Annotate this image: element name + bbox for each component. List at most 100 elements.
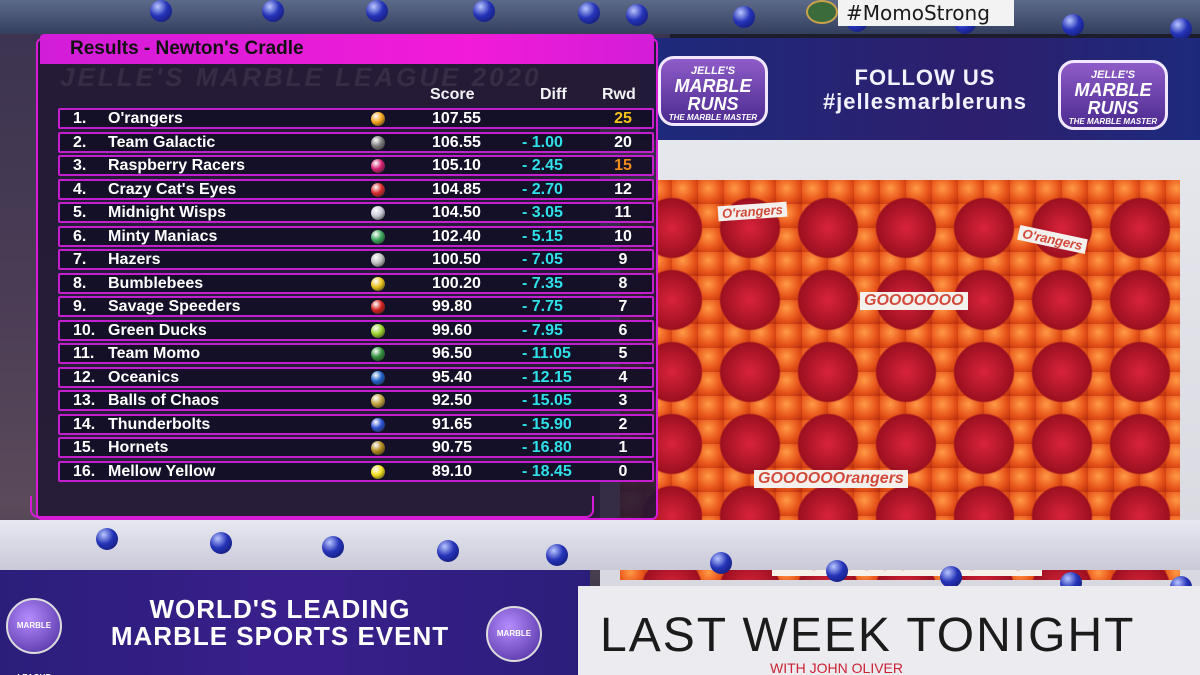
team-marble-icon [371, 206, 385, 220]
team-badge-icon [806, 0, 838, 24]
panel-watermark: JELLE'S MARBLE LEAGUE 2020 [60, 62, 542, 92]
team-name: Team Galactic [108, 133, 216, 151]
header-diff: Diff [540, 86, 567, 103]
score-cell: 92.50 [432, 392, 473, 409]
reward-cell: 8 [618, 274, 628, 292]
reward-cell: 12 [614, 180, 632, 198]
blue-marble [546, 544, 568, 566]
table-row: 10. Green Ducks 99.60 - 7.95 6 [58, 319, 654, 341]
team-marble-icon [371, 182, 385, 197]
blue-marble [322, 536, 344, 558]
jelles-marble-runs-logo: JELLE'S MARBLE RUNS THE MARBLE MASTER [1058, 60, 1168, 130]
rank-cell: 13. [73, 392, 96, 409]
panel-bottom-frame [30, 496, 594, 518]
diff-cell: - 2.70 [522, 180, 563, 198]
team-name: Midnight Wisps [108, 204, 227, 221]
blue-marble [210, 532, 232, 554]
table-row: 1. O'rangers 107.55 25 [58, 108, 654, 129]
reward-cell: 10 [614, 227, 632, 245]
blue-marble [826, 560, 848, 582]
blue-marble [96, 528, 118, 550]
lwt-banner [578, 586, 1200, 675]
table-row: 9. Savage Speeders 99.80 - 7.75 7 [58, 296, 654, 317]
marble-league-logo: MARBLE LEAGUE [6, 598, 62, 675]
reward-cell: 0 [618, 462, 628, 480]
rank-cell: 1. [73, 110, 87, 127]
blue-marble [262, 0, 284, 22]
rank-cell: 7. [73, 251, 87, 268]
team-marble-icon [371, 441, 385, 455]
score-cell: 100.50 [432, 251, 481, 268]
team-marble-icon [371, 347, 385, 361]
reward-cell: 7 [618, 298, 628, 315]
team-marble-icon [371, 135, 385, 150]
team-name: O'rangers [108, 110, 183, 127]
follow-title: FOLLOW US [854, 65, 996, 90]
table-row: 5. Midnight Wisps 104.50 - 3.05 11 [58, 202, 654, 223]
score-cell: 89.10 [432, 462, 473, 480]
reward-cell: 3 [618, 392, 628, 409]
diff-cell: - 12.15 [522, 368, 572, 386]
score-cell: 95.40 [432, 368, 473, 386]
table-row: 13. Balls of Chaos 92.50 - 15.05 3 [58, 390, 654, 411]
table-row: 7. Hazers 100.50 - 7.05 9 [58, 249, 654, 270]
table-row: 4. Crazy Cat's Eyes 104.85 - 2.70 12 [58, 178, 654, 200]
diff-cell: - 2.45 [522, 157, 563, 174]
team-marble-icon [371, 394, 385, 408]
table-row: 14. Thunderbolts 91.65 - 15.90 2 [58, 413, 654, 435]
rank-cell: 16. [73, 462, 96, 480]
diff-cell: - 11.05 [522, 345, 571, 362]
diff-cell: - 1.00 [522, 133, 563, 151]
reward-cell: 6 [618, 321, 628, 339]
reward-cell: 4 [618, 368, 628, 386]
blue-marble [626, 4, 648, 26]
team-name: Oceanics [108, 368, 180, 386]
rank-cell: 5. [73, 204, 87, 221]
marble-league-logo: MARBLE LEAGUE [486, 606, 542, 662]
team-marble-icon [371, 417, 385, 432]
blue-marble [1170, 18, 1192, 40]
team-name: Minty Maniacs [108, 227, 218, 245]
reward-cell: 20 [614, 133, 632, 151]
leading-event-text: WORLD'S LEADING MARBLE SPORTS EVENT [80, 596, 480, 650]
rank-cell: 12. [73, 368, 96, 386]
score-cell: 105.10 [432, 157, 481, 174]
score-cell: 104.85 [432, 180, 481, 198]
team-marble-icon [371, 159, 385, 173]
reward-cell: 5 [618, 345, 628, 362]
blue-marble [150, 0, 172, 22]
rank-cell: 4. [73, 180, 87, 198]
rank-cell: 15. [73, 439, 96, 456]
team-name: Thunderbolts [108, 415, 211, 433]
lwt-subtitle: WITH JOHN OLIVER [770, 660, 904, 675]
diff-cell: - 7.35 [522, 274, 563, 292]
leading-line-2: MARBLE SPORTS EVENT [110, 621, 450, 651]
team-marble-icon [371, 370, 385, 385]
diff-cell: - 18.45 [522, 462, 572, 480]
score-cell: 107.55 [432, 110, 481, 127]
score-cell: 99.80 [432, 298, 473, 315]
blue-marble [1062, 14, 1084, 36]
blue-marble [366, 0, 388, 22]
team-marble-icon [371, 300, 385, 314]
rank-cell: 6. [73, 227, 87, 245]
team-name: Crazy Cat's Eyes [108, 180, 237, 198]
score-cell: 100.20 [432, 274, 481, 292]
team-name: Savage Speeders [108, 298, 241, 315]
team-marble-icon [371, 229, 385, 244]
blue-marble [733, 6, 755, 28]
rank-cell: 9. [73, 298, 87, 315]
team-name: Mellow Yellow [108, 462, 216, 480]
lower-rail [0, 520, 1200, 570]
diff-cell: - 15.90 [522, 415, 572, 433]
score-cell: 104.50 [432, 204, 481, 221]
rank-cell: 8. [73, 274, 87, 292]
reward-cell: 2 [618, 415, 628, 433]
diff-cell: - 16.80 [522, 439, 572, 456]
reward-cell: 1 [618, 439, 628, 456]
reward-cell: 25 [614, 110, 632, 127]
team-marble-icon [371, 464, 385, 479]
follow-us-text: FOLLOW US #jellesmarbleruns [790, 66, 1060, 114]
reward-cell: 11 [614, 204, 632, 221]
score-cell: 96.50 [432, 345, 473, 362]
